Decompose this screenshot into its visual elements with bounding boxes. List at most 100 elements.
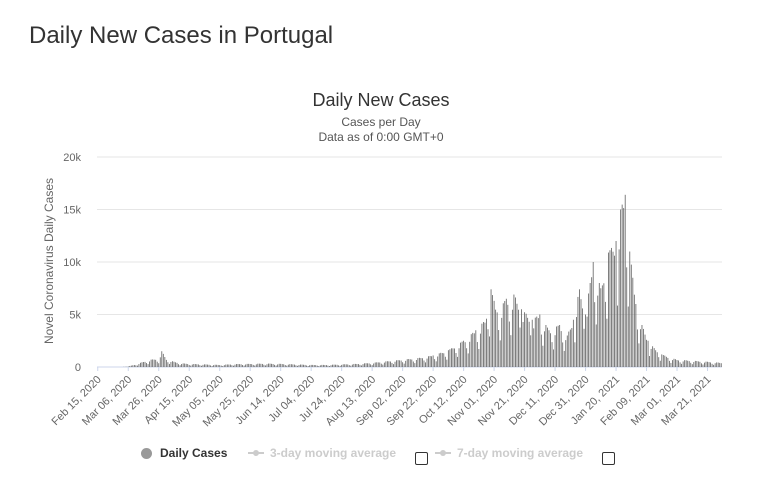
daily-cases-bar[interactable] — [708, 362, 710, 367]
daily-cases-bar[interactable] — [492, 295, 493, 367]
daily-cases-bar[interactable] — [684, 360, 686, 367]
daily-cases-bar[interactable] — [135, 365, 137, 367]
daily-cases-bar[interactable] — [536, 316, 538, 367]
daily-cases-bar[interactable] — [193, 364, 195, 367]
daily-cases-bar[interactable] — [348, 365, 350, 367]
daily-cases-bar[interactable] — [502, 303, 504, 367]
daily-cases-bar[interactable] — [467, 353, 469, 367]
legend-3day-average[interactable]: 3-day moving average — [248, 446, 396, 460]
daily-cases-bar[interactable] — [292, 364, 294, 367]
daily-cases-bar[interactable] — [191, 364, 193, 367]
daily-cases-bar[interactable] — [696, 361, 698, 367]
daily-cases-bar[interactable] — [376, 362, 378, 367]
daily-cases-bar[interactable] — [597, 295, 599, 367]
daily-cases-bar[interactable] — [141, 362, 143, 367]
daily-cases-bar[interactable] — [701, 363, 702, 367]
daily-cases-bar[interactable] — [300, 364, 301, 367]
daily-cases-bar[interactable] — [261, 363, 263, 367]
daily-cases-bar[interactable] — [286, 365, 288, 367]
daily-cases-bar[interactable] — [239, 364, 240, 367]
daily-cases-bar[interactable] — [594, 302, 596, 367]
daily-cases-bar[interactable] — [379, 362, 381, 367]
daily-cases-bar[interactable] — [358, 364, 359, 367]
daily-cases-bar[interactable] — [425, 362, 426, 367]
daily-cases-bar[interactable] — [220, 365, 222, 367]
daily-cases-bar[interactable] — [679, 362, 681, 367]
daily-cases-bar[interactable] — [312, 364, 314, 367]
daily-cases-bar[interactable] — [525, 313, 527, 367]
daily-cases-bar[interactable] — [641, 325, 643, 367]
daily-cases-bar[interactable] — [524, 312, 526, 367]
daily-cases-bar[interactable] — [175, 362, 176, 367]
daily-cases-bar[interactable] — [214, 364, 216, 367]
daily-cases-bar[interactable] — [412, 361, 414, 367]
daily-cases-bar[interactable] — [347, 364, 349, 367]
daily-cases-bar[interactable] — [318, 366, 320, 367]
daily-cases-bar[interactable] — [269, 363, 271, 367]
daily-cases-bar[interactable] — [455, 353, 457, 367]
daily-cases-bar[interactable] — [370, 364, 372, 367]
daily-cases-bar[interactable] — [129, 365, 131, 367]
daily-cases-bar[interactable] — [687, 360, 689, 367]
daily-cases-bar[interactable] — [435, 361, 437, 367]
daily-cases-bar[interactable] — [263, 364, 265, 367]
daily-cases-bar[interactable] — [138, 364, 140, 367]
daily-cases-bar[interactable] — [268, 363, 269, 367]
daily-cases-bar[interactable] — [237, 364, 239, 367]
daily-cases-bar[interactable] — [181, 364, 183, 367]
daily-cases-bar[interactable] — [406, 359, 408, 367]
daily-cases-bar[interactable] — [415, 359, 417, 367]
daily-cases-bar[interactable] — [646, 339, 647, 367]
daily-cases-bar[interactable] — [143, 362, 144, 367]
daily-cases-bar[interactable] — [190, 365, 192, 367]
daily-cases-bar[interactable] — [550, 333, 551, 367]
daily-cases-bar[interactable] — [507, 304, 509, 367]
daily-cases-bar[interactable] — [402, 362, 404, 367]
daily-cases-bar[interactable] — [554, 335, 556, 367]
daily-cases-bar[interactable] — [588, 293, 590, 368]
daily-cases-bar[interactable] — [204, 364, 205, 367]
daily-cases-bar[interactable] — [655, 350, 657, 367]
daily-cases-bar[interactable] — [483, 322, 484, 367]
daily-cases-bar[interactable] — [394, 361, 396, 367]
daily-cases-bar[interactable] — [380, 363, 382, 367]
daily-cases-bar[interactable] — [454, 348, 455, 367]
daily-cases-bar[interactable] — [324, 365, 326, 367]
daily-cases-bar[interactable] — [576, 317, 577, 367]
daily-cases-bar[interactable] — [547, 327, 548, 367]
legend-3day-checkbox[interactable] — [415, 452, 428, 465]
daily-cases-bar[interactable] — [386, 361, 388, 367]
daily-cases-bar[interactable] — [531, 319, 533, 367]
daily-cases-bar[interactable] — [226, 364, 228, 367]
daily-cases-bar[interactable] — [332, 364, 333, 367]
daily-cases-bar[interactable] — [592, 262, 594, 367]
daily-cases-bar[interactable] — [707, 361, 708, 367]
daily-cases-bar[interactable] — [472, 332, 474, 367]
daily-cases-bar[interactable] — [188, 364, 190, 367]
daily-cases-bar[interactable] — [397, 360, 399, 367]
daily-cases-bar[interactable] — [624, 194, 626, 367]
daily-cases-bar[interactable] — [688, 361, 690, 367]
daily-cases-bar[interactable] — [473, 333, 475, 367]
daily-cases-bar[interactable] — [513, 294, 515, 367]
daily-cases-bar[interactable] — [249, 364, 251, 367]
daily-cases-bar[interactable] — [309, 365, 311, 367]
daily-cases-bar[interactable] — [330, 365, 332, 367]
daily-cases-bar[interactable] — [344, 364, 346, 367]
daily-cases-bar[interactable] — [705, 361, 707, 367]
daily-cases-bar[interactable] — [429, 355, 431, 367]
daily-cases-bar[interactable] — [165, 359, 167, 367]
daily-cases-bar[interactable] — [173, 361, 175, 367]
daily-cases-bar[interactable] — [670, 362, 672, 367]
daily-cases-bar[interactable] — [643, 328, 644, 367]
daily-cases-bar[interactable] — [411, 359, 413, 367]
daily-cases-bar[interactable] — [623, 208, 625, 367]
daily-cases-bar[interactable] — [423, 360, 425, 367]
daily-cases-bar[interactable] — [271, 363, 272, 367]
daily-cases-bar[interactable] — [618, 249, 620, 367]
daily-cases-bar[interactable] — [326, 365, 327, 367]
daily-cases-bar[interactable] — [598, 283, 600, 367]
daily-cases-bar[interactable] — [434, 359, 436, 367]
daily-cases-bar[interactable] — [399, 360, 401, 367]
daily-cases-bar[interactable] — [572, 319, 574, 367]
